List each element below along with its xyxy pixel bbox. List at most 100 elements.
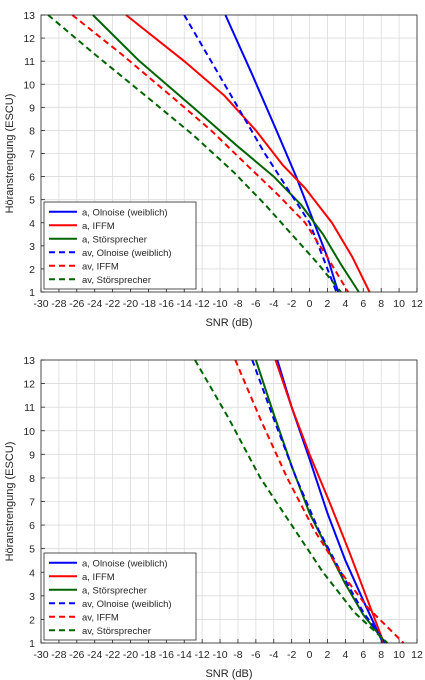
y-tick-label: 13 (23, 10, 35, 22)
x-tick-label: -12 (195, 298, 210, 310)
tick-labels: -30 -28 -26 -24 -22 -20 -18 -16 -14 -12 -10 -8 -6 -4-… (23, 10, 423, 310)
y-tick-label: 10 (23, 79, 35, 91)
y-tick-label: 2 (29, 264, 35, 276)
x-tick-label: 0 (307, 298, 313, 310)
x-tick-label: 12 (411, 298, 423, 310)
x-tick-label: -24 (87, 298, 102, 310)
x-tick-label: 4 (342, 649, 348, 661)
y-tick-label: 13 (23, 355, 35, 367)
legend-label-2: a, IFFM (82, 572, 115, 583)
legend-label-5: av, IFFM (82, 261, 119, 272)
x-tick-label: -10 (212, 649, 227, 661)
x-tick-label: -16 (159, 298, 174, 310)
y-tick-label: 4 (29, 567, 35, 579)
legend-label-4: av, Olnoise (weiblich) (82, 599, 172, 610)
x-tick-label: 12 (411, 649, 423, 661)
x-tick-label: -2 (287, 649, 296, 661)
y-tick-label: 8 (29, 125, 35, 137)
legend-box (43, 201, 197, 290)
series-line-3 (92, 14, 360, 293)
x-axis-label: SNR (dB) (205, 317, 252, 329)
series-line-5 (234, 359, 405, 644)
series-line-2 (274, 359, 385, 644)
legend-label-6: av, Störsprecher (82, 275, 151, 286)
x-tick-label: -4 (269, 649, 278, 661)
y-tick-label: 5 (29, 195, 35, 207)
legend: a, Olnoise (weiblich) a, IFFM a, Störsprec… (43, 201, 197, 290)
y-tick-label: 10 (23, 426, 35, 438)
series-group (194, 359, 405, 644)
legend-label-1: a, Olnoise (weiblich) (82, 207, 168, 218)
x-tick-label: -22 (105, 298, 120, 310)
y-tick-label: 6 (29, 520, 35, 532)
x-tick-label: 0 (307, 649, 313, 661)
x-tick-label: -14 (177, 649, 192, 661)
series-line-6 (194, 359, 389, 644)
x-tick-label: -20 (123, 298, 138, 310)
x-tick-label: -30 (33, 298, 48, 310)
legend-label-5: av, IFFM (82, 612, 119, 623)
y-axis-label: Höranstrengung (ESCU) (4, 94, 16, 214)
x-tick-label: 2 (325, 298, 331, 310)
x-tick-label: -30 (33, 649, 48, 661)
y-tick-label: 7 (29, 497, 35, 509)
x-tick-label: 10 (393, 298, 405, 310)
x-tick-label: -6 (251, 649, 260, 661)
x-tick-label: -18 (141, 298, 156, 310)
legend-label-3: a, Störsprecher (82, 234, 147, 245)
y-tick-label: 1 (29, 287, 35, 299)
series-line-4 (251, 359, 387, 644)
x-tick-label: -26 (69, 298, 84, 310)
y-tick-label: 12 (23, 33, 35, 45)
series-line-4 (183, 14, 338, 293)
legend-box (43, 552, 197, 641)
x-tick-label: -2 (287, 298, 296, 310)
series-line-6 (47, 14, 342, 293)
y-tick-label: 3 (29, 241, 35, 253)
legend-label-4: av, Olnoise (weiblich) (82, 248, 172, 259)
legend-label-3: a, Störsprecher (82, 585, 147, 596)
series-line-5 (71, 14, 349, 293)
x-tick-label: -14 (177, 298, 192, 310)
chart-panel-2: -30 -28 -26 -24 -22 -20 -18 -16 -14 -12 -10 -8 -6 -4-… (4, 355, 423, 680)
x-tick-label: -26 (69, 649, 84, 661)
x-tick-label: -28 (51, 298, 66, 310)
y-tick-label: 12 (23, 379, 35, 391)
legend-label-1: a, Olnoise (weiblich) (82, 558, 168, 569)
x-tick-label: -4 (269, 298, 278, 310)
x-tick-label: -18 (141, 649, 156, 661)
x-tick-label: 2 (325, 649, 331, 661)
chart-panel-1: -30 -28 -26 -24 -22 -20 -18 -16 -14 -12 -10 -8 -6 -4-… (4, 10, 423, 329)
series-group (47, 14, 371, 293)
y-tick-label: 9 (29, 102, 35, 114)
y-tick-label: 1 (29, 638, 35, 650)
y-tick-label: 9 (29, 449, 35, 461)
x-tick-label: -28 (51, 649, 66, 661)
x-tick-label: -8 (233, 649, 242, 661)
x-tick-label: -16 (159, 649, 174, 661)
x-tick-label: 6 (360, 298, 366, 310)
x-tick-label: 8 (378, 649, 384, 661)
y-tick-label: 4 (29, 218, 35, 230)
x-tick-label: -12 (195, 649, 210, 661)
y-tick-label: 5 (29, 544, 35, 556)
series-line-2 (125, 14, 371, 293)
x-tick-label: -20 (123, 649, 138, 661)
x-tick-label: -22 (105, 649, 120, 661)
y-tick-label: 7 (29, 149, 35, 161)
y-tick-label: 11 (24, 402, 35, 414)
x-tick-label: 10 (393, 649, 405, 661)
x-tick-label: -24 (87, 649, 102, 661)
legend-label-2: a, IFFM (82, 221, 115, 232)
y-tick-label: 8 (29, 473, 35, 485)
x-tick-label: -10 (212, 298, 227, 310)
x-tick-label: 4 (342, 298, 348, 310)
y-axis-label: Höranstrengung (ESCU) (4, 442, 16, 562)
x-tick-label: -8 (233, 298, 242, 310)
x-tick-label: 8 (378, 298, 384, 310)
x-tick-label: 6 (360, 649, 366, 661)
legend-label-6: av, Störsprecher (82, 626, 151, 637)
x-tick-label: -6 (251, 298, 260, 310)
legend: a, Olnoise (weiblich) a, IFFM a, Störsprec… (43, 552, 197, 641)
